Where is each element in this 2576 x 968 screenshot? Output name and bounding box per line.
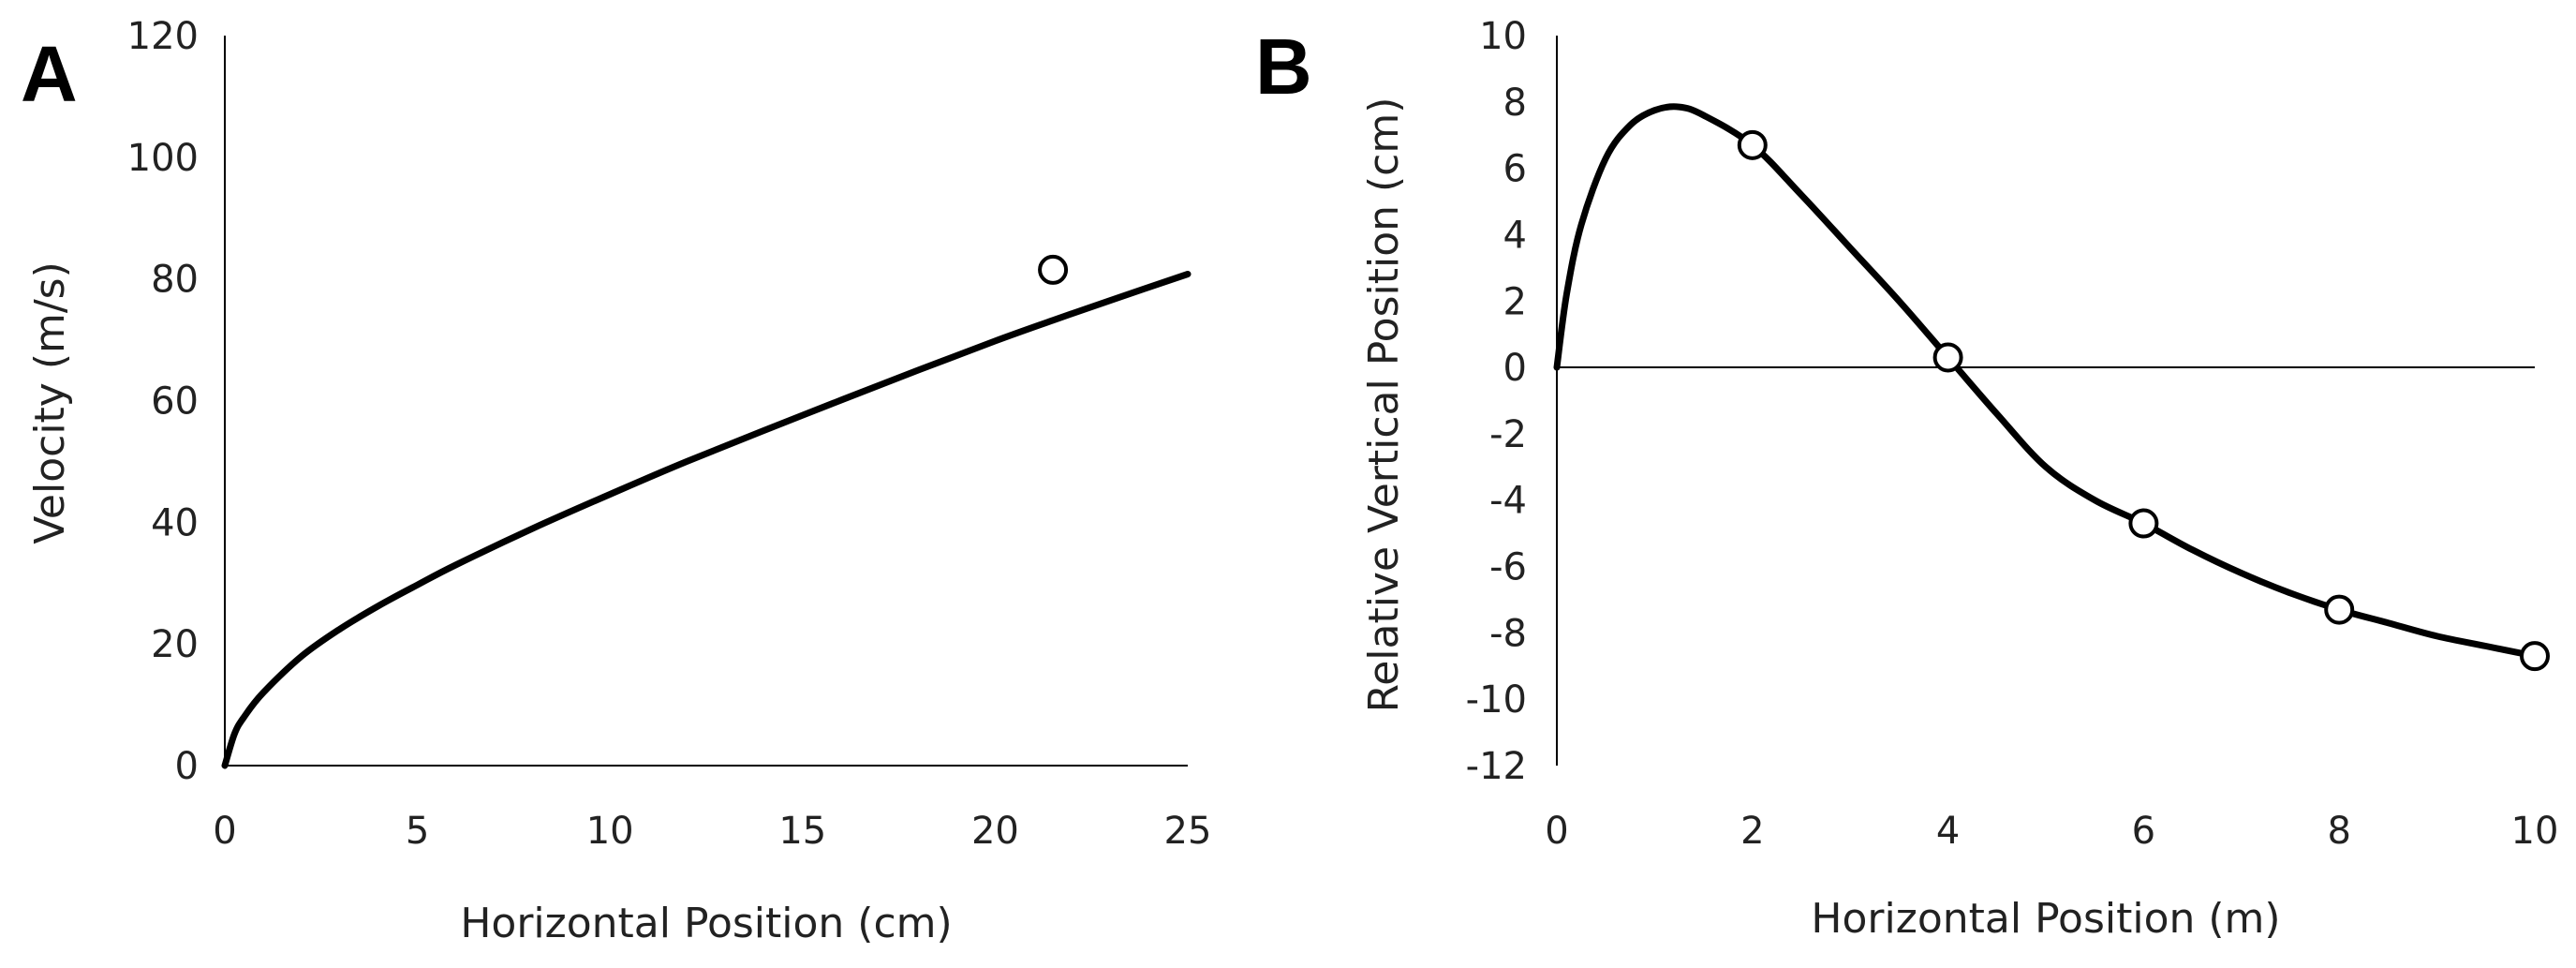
- chart-b-y-tick-label: 6: [1503, 148, 1527, 191]
- panel-a-letter: A: [21, 30, 78, 118]
- chart-a-x-tick-label: 25: [1164, 810, 1212, 853]
- chart-a-y-tick-label: 20: [151, 623, 199, 666]
- chart-b-y-axis-title: Relative Vertical Position (cm): [1360, 97, 1408, 713]
- chart-b-y-tick-label: 4: [1503, 214, 1527, 257]
- chart-a-y-tick-label: 80: [151, 259, 199, 302]
- chart-b-y-tick-label: 0: [1503, 347, 1527, 390]
- chart-a-y-axis-title: Velocity (m/s): [26, 261, 74, 544]
- chart-b: B 10 8 6 4 2 0 -2 -4 -6 -8 -10 -12 0 2 4 6 8 10 Horizont…: [1255, 15, 2558, 943]
- panel-b-letter: B: [1255, 22, 1312, 111]
- chart-b-x-tick-label: 2: [1740, 810, 1764, 853]
- chart-b-y-tick-label: 8: [1503, 82, 1527, 125]
- chart-a-data-point: [1038, 254, 1069, 285]
- chart-b-y-tick-label: -6: [1489, 546, 1527, 589]
- chart-a-y-tick-labels: 0 20 40 60 80 100 120: [127, 15, 199, 788]
- chart-b-y-tick-label: -4: [1489, 480, 1527, 523]
- chart-a-y-tick-label: 60: [151, 380, 199, 424]
- chart-b-y-tick-label: 10: [1479, 15, 1527, 58]
- chart-a-x-tick-label: 0: [213, 810, 236, 853]
- chart-b-y-tick-label: -12: [1466, 745, 1527, 788]
- chart-a-markers: [1038, 254, 1069, 285]
- chart-b-data-point: [2520, 641, 2550, 672]
- chart-b-x-tick-label: 6: [2132, 810, 2155, 853]
- chart-b-x-tick-label: 0: [1545, 810, 1568, 853]
- chart-b-y-tick-label: 2: [1503, 280, 1527, 323]
- chart-b-data-point: [2324, 594, 2355, 625]
- chart-b-data-point: [1737, 129, 1768, 160]
- chart-a: A 0 20 40 60 80 100 120 0 5 10 15 20 25 Horizontal …: [21, 15, 1211, 947]
- chart-b-x-tick-labels: 0 2 4 6 8 10: [1545, 810, 2558, 853]
- chart-a-x-tick-label: 10: [586, 810, 634, 853]
- chart-a-x-tick-label: 5: [406, 810, 429, 853]
- chart-a-x-tick-label: 15: [778, 810, 826, 853]
- chart-a-x-tick-label: 20: [971, 810, 1019, 853]
- chart-b-x-tick-label: 8: [2327, 810, 2350, 853]
- chart-b-y-tick-label: -10: [1466, 678, 1527, 722]
- chart-b-data-point: [2128, 508, 2159, 539]
- chart-a-y-tick-label: 0: [175, 745, 199, 788]
- chart-a-x-axis-title: Horizontal Position (cm): [460, 900, 952, 947]
- chart-a-series-line: [221, 271, 1192, 769]
- chart-b-series-line: [1553, 103, 2539, 660]
- chart-b-y-tick-label: -2: [1489, 413, 1527, 456]
- chart-b-data-point: [1932, 342, 1963, 373]
- chart-b-x-axis-title: Horizontal Position (m): [1811, 895, 2280, 943]
- chart-b-markers: [1737, 129, 2550, 672]
- chart-b-y-tick-label: -8: [1489, 612, 1527, 655]
- chart-b-y-tick-labels: 10 8 6 4 2 0 -2 -4 -6 -8 -10 -12: [1466, 15, 1527, 788]
- chart-a-x-tick-labels: 0 5 10 15 20 25: [213, 810, 1211, 853]
- chart-a-y-tick-label: 120: [127, 15, 199, 58]
- chart-a-y-tick-label: 100: [127, 137, 199, 180]
- chart-b-x-tick-label: 10: [2511, 810, 2559, 853]
- chart-a-y-tick-label: 40: [151, 501, 199, 544]
- chart-b-x-tick-label: 4: [1936, 810, 1960, 853]
